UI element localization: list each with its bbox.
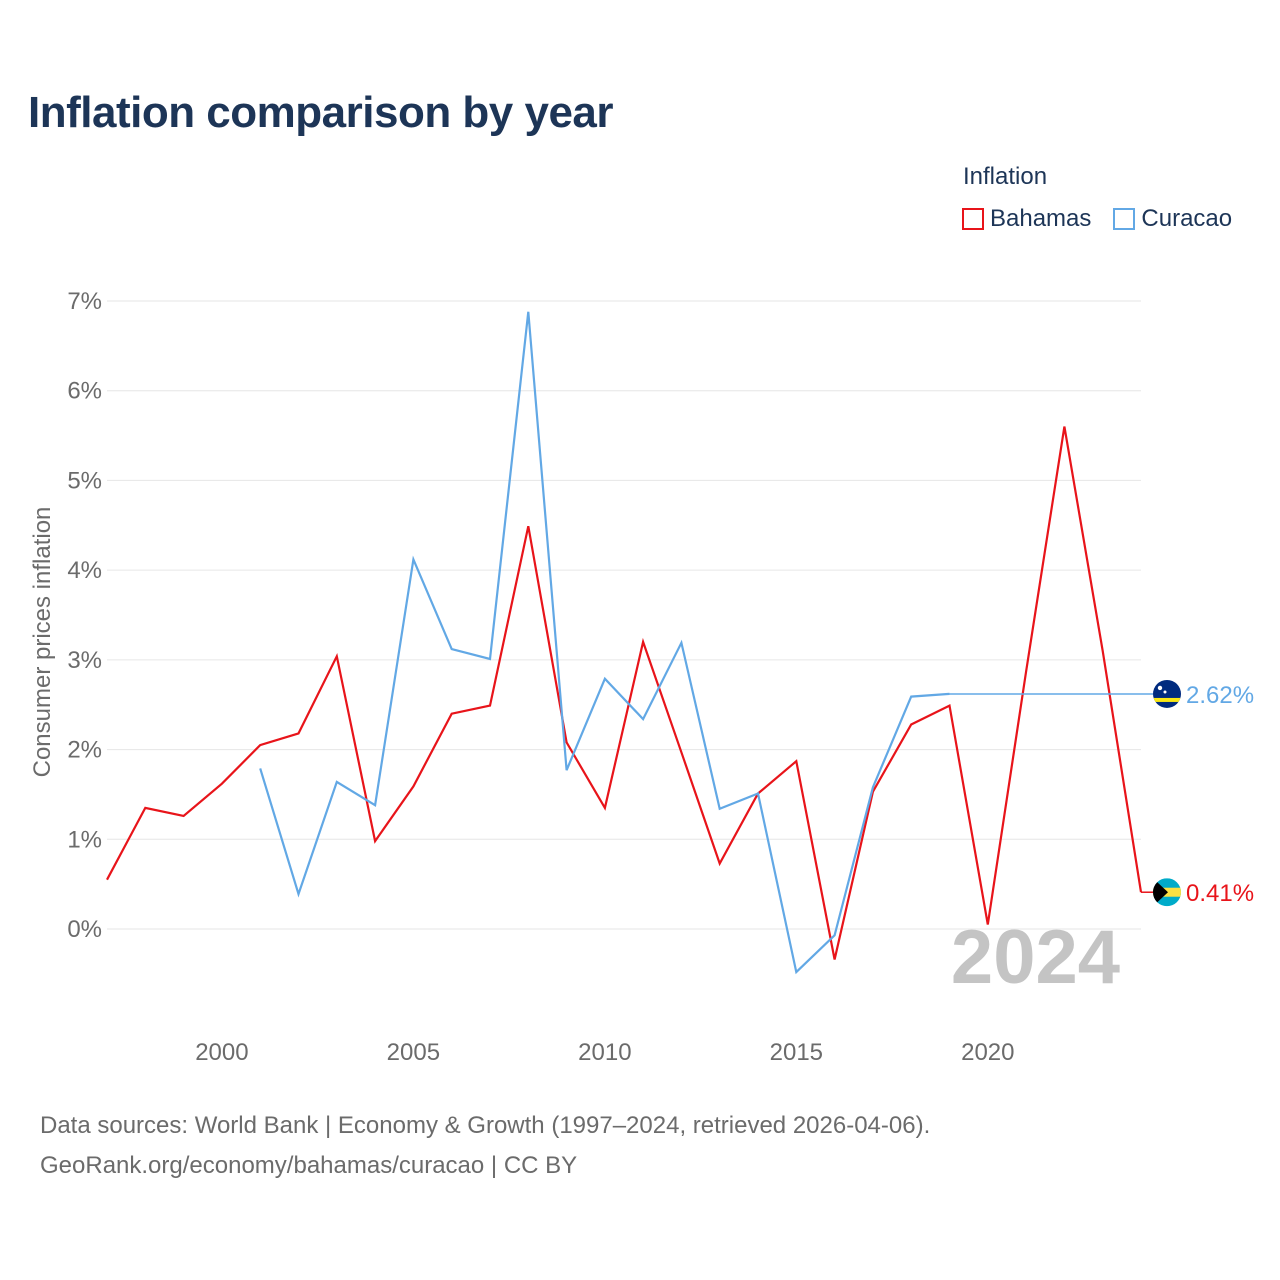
- x-tick-label: 2015: [770, 1039, 823, 1066]
- x-tick-label: 2020: [961, 1039, 1014, 1066]
- source-note: Data sources: World Bank | Economy & Gro…: [40, 1106, 930, 1186]
- y-tick-label: 6%: [67, 378, 102, 405]
- source-line-2[interactable]: GeoRank.org/economy/bahamas/curacao | CC…: [40, 1152, 578, 1179]
- y-tick-labels: 0% 1% 2% 3% 4% 5% 6% 7%: [67, 288, 102, 943]
- source-line-1: Data sources: World Bank | Economy & Gro…: [40, 1112, 931, 1139]
- series-lines: [106, 311, 1143, 975]
- legend-title: Inflation: [963, 163, 1048, 190]
- legend-swatch-curacao: [1113, 208, 1136, 230]
- legend: Bahamas Curacao: [962, 205, 1232, 233]
- y-tick-label: 2%: [67, 737, 102, 764]
- y-tick-label: 0%: [67, 916, 102, 943]
- x-tick-label: 2005: [387, 1039, 440, 1066]
- y-tick-label: 5%: [67, 467, 102, 494]
- chart-title: Inflation comparison by year: [28, 88, 614, 137]
- legend-label-bahamas: Bahamas: [990, 205, 1092, 232]
- series-line-curacao: [259, 311, 950, 975]
- x-tick-labels: 2000 2005 2010 2015 2020: [195, 1039, 1014, 1066]
- series-line-bahamas: [106, 426, 1143, 960]
- x-tick-label: 2000: [195, 1039, 248, 1066]
- end-markers: 0.41% 2.62%: [949, 679, 1254, 907]
- legend-swatch-bahamas: [962, 208, 984, 230]
- legend-item-bahamas[interactable]: Bahamas: [962, 205, 1091, 233]
- legend-label-curacao: Curacao: [1141, 205, 1233, 232]
- y-tick-label: 7%: [67, 288, 102, 315]
- grid-lines: [107, 300, 1141, 930]
- y-tick-label: 1%: [67, 826, 102, 853]
- end-value-label-bahamas: 0.41%: [1186, 880, 1254, 907]
- bahamas-flag-icon: [1153, 878, 1181, 907]
- curacao-flag-icon: [1153, 679, 1181, 708]
- y-axis-label: Consumer prices inflation: [29, 507, 56, 778]
- x-tick-label: 2010: [578, 1039, 631, 1066]
- y-tick-label: 4%: [67, 557, 102, 584]
- end-value-label-curacao: 2.62%: [1186, 682, 1254, 709]
- year-watermark: 2024: [951, 915, 1120, 1000]
- legend-item-curacao[interactable]: Curacao: [1113, 205, 1232, 233]
- y-tick-label: 3%: [67, 647, 102, 674]
